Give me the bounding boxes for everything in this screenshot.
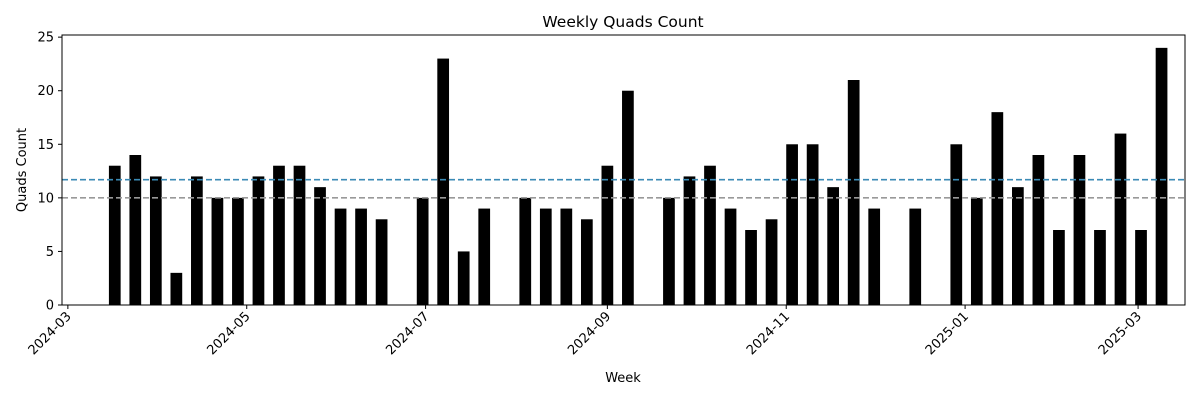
reference-lines-group (62, 178, 1185, 199)
x-tick-label: 2024-07 (383, 309, 432, 358)
x-tick-label: 2024-03 (26, 309, 75, 358)
bar (1053, 230, 1065, 305)
bar (355, 208, 367, 305)
x-tick-label: 2024-05 (205, 309, 254, 358)
bar (539, 208, 552, 305)
bar (704, 165, 716, 305)
x-tick-label: 2025-03 (1096, 309, 1145, 358)
bar (108, 165, 121, 305)
y-tick-label: 25 (37, 31, 54, 46)
bar (724, 208, 737, 305)
x-axis-label: Week (605, 371, 641, 386)
bar (232, 197, 244, 305)
bar (1135, 230, 1147, 305)
bar (970, 197, 983, 305)
chart-title: Weekly Quads Count (542, 13, 703, 31)
plot-frame (61, 34, 1186, 306)
bar (129, 155, 142, 305)
bar (909, 208, 922, 305)
y-tick-label: 20 (37, 84, 54, 99)
y-tick-label: 5 (46, 245, 54, 260)
bar (252, 176, 265, 305)
bar (314, 187, 326, 305)
bar (1012, 187, 1024, 305)
bar (806, 144, 819, 305)
bar (416, 197, 429, 305)
bar (191, 176, 203, 305)
bar (1032, 155, 1045, 305)
bar (827, 187, 840, 305)
bar (745, 230, 757, 305)
bar (149, 176, 162, 305)
bar (211, 197, 224, 305)
y-tick-label: 10 (37, 191, 54, 206)
x-axis-ticks: 2024-03 2024-05 2024-07 2024-09 2024-11 2025-… (26, 305, 1145, 358)
bar (273, 165, 285, 305)
bar (622, 90, 634, 305)
bar (580, 219, 593, 305)
x-tick-label: 2025-01 (923, 309, 972, 358)
bar (478, 208, 491, 305)
bar (1094, 230, 1106, 305)
bar (1155, 47, 1168, 305)
bar (847, 80, 860, 305)
bar (519, 197, 532, 305)
bar (170, 272, 183, 305)
bar (683, 176, 696, 305)
bar (663, 197, 675, 305)
bar (765, 219, 778, 305)
y-axis-label: Quads Count (15, 128, 30, 212)
y-axis-ticks: 0 5 10 15 20 25 (37, 31, 62, 314)
bar (601, 165, 614, 305)
bar (334, 208, 347, 305)
bar (457, 251, 470, 305)
bar (950, 144, 963, 305)
bar (293, 165, 306, 305)
bar (868, 208, 881, 305)
x-tick-label: 2024-09 (565, 309, 614, 358)
bar (991, 112, 1004, 306)
y-tick-label: 15 (37, 138, 54, 153)
bar (1114, 133, 1127, 305)
bar (786, 144, 798, 305)
bars-group (108, 47, 1168, 306)
y-tick-label: 0 (46, 299, 54, 314)
bar (1073, 155, 1086, 305)
bar (375, 219, 388, 305)
bar (437, 58, 450, 306)
bar (560, 208, 573, 305)
x-tick-label: 2024-11 (744, 309, 793, 358)
